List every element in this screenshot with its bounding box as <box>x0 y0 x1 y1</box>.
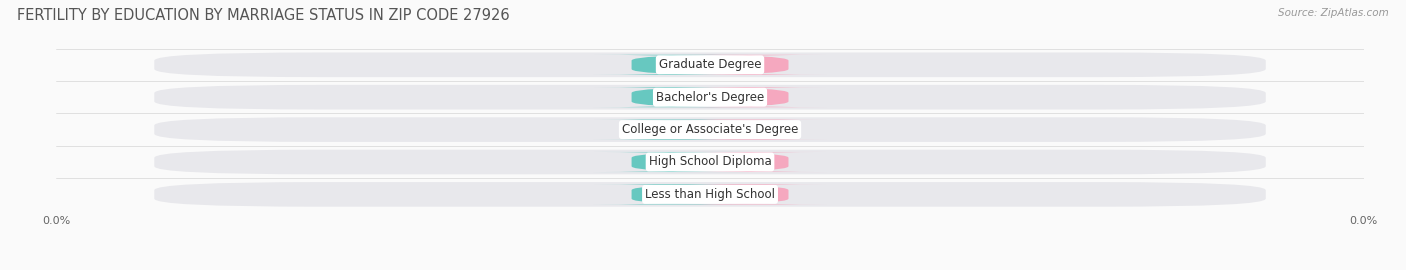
FancyBboxPatch shape <box>671 152 828 172</box>
Text: 0.0%: 0.0% <box>657 189 685 200</box>
Text: 0.0%: 0.0% <box>735 60 763 70</box>
FancyBboxPatch shape <box>592 87 749 107</box>
FancyBboxPatch shape <box>155 150 1265 174</box>
Text: 0.0%: 0.0% <box>657 157 685 167</box>
FancyBboxPatch shape <box>671 87 828 107</box>
FancyBboxPatch shape <box>155 182 1265 207</box>
Text: 0.0%: 0.0% <box>657 124 685 135</box>
Text: 0.0%: 0.0% <box>735 92 763 102</box>
Text: Graduate Degree: Graduate Degree <box>659 58 761 71</box>
FancyBboxPatch shape <box>592 55 749 75</box>
Text: 0.0%: 0.0% <box>657 60 685 70</box>
Text: College or Associate's Degree: College or Associate's Degree <box>621 123 799 136</box>
Text: Bachelor's Degree: Bachelor's Degree <box>657 91 763 104</box>
Text: 0.0%: 0.0% <box>735 157 763 167</box>
Text: 0.0%: 0.0% <box>735 124 763 135</box>
FancyBboxPatch shape <box>592 152 749 172</box>
Text: Source: ZipAtlas.com: Source: ZipAtlas.com <box>1278 8 1389 18</box>
Text: High School Diploma: High School Diploma <box>648 156 772 168</box>
FancyBboxPatch shape <box>155 52 1265 77</box>
FancyBboxPatch shape <box>155 85 1265 110</box>
Text: 0.0%: 0.0% <box>657 92 685 102</box>
FancyBboxPatch shape <box>592 184 749 204</box>
Text: 0.0%: 0.0% <box>735 189 763 200</box>
FancyBboxPatch shape <box>671 184 828 204</box>
FancyBboxPatch shape <box>592 120 749 140</box>
Text: Less than High School: Less than High School <box>645 188 775 201</box>
FancyBboxPatch shape <box>155 117 1265 142</box>
Text: FERTILITY BY EDUCATION BY MARRIAGE STATUS IN ZIP CODE 27926: FERTILITY BY EDUCATION BY MARRIAGE STATU… <box>17 8 509 23</box>
FancyBboxPatch shape <box>671 120 828 140</box>
FancyBboxPatch shape <box>671 55 828 75</box>
